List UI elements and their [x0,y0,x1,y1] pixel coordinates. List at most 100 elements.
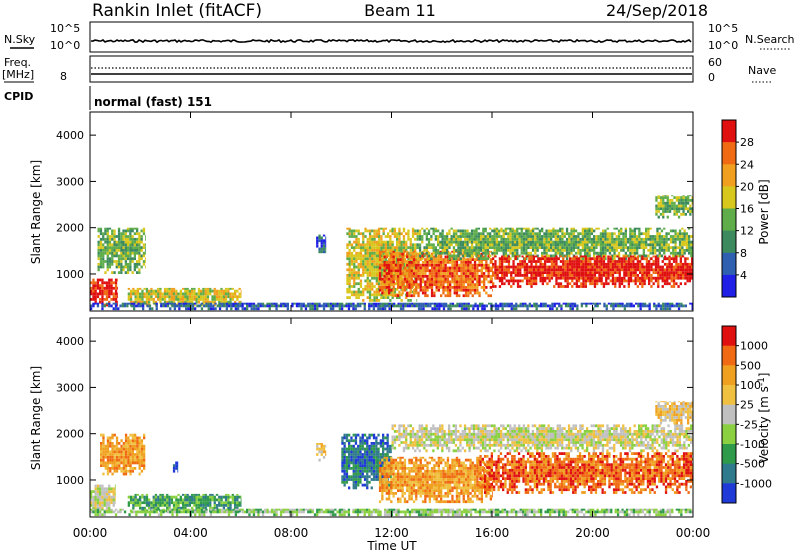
heatmap-cell [345,304,348,308]
heatmap-cell [193,289,196,293]
heatmap-cell [103,501,106,505]
heatmap-cell [620,279,624,283]
heatmap-cell [656,243,659,247]
heatmap-cell [688,246,691,249]
heatmap-cell [593,279,597,283]
heatmap-cell [620,276,624,280]
heatmap-cell [469,277,472,281]
heatmap-cell [114,304,118,308]
heatmap-cell [561,235,564,238]
heatmap-cell [636,265,639,269]
heatmap-cell [617,240,621,244]
heatmap-cell [636,255,639,258]
heatmap-cell [227,287,230,290]
heatmap-cell [390,250,393,253]
heatmap-cell [571,276,574,280]
heatmap-cell [426,263,429,267]
colorbar-segment [722,186,736,209]
heatmap-cell [129,469,132,473]
heatmap-cell [126,271,130,274]
heatmap-cell [426,286,429,289]
heatmap-cell [412,283,416,286]
heatmap-cell [375,254,378,258]
heatmap-cell [111,257,114,261]
heatmap-cell [136,227,139,230]
heatmap-cell [419,258,422,261]
heatmap-cell [446,291,450,295]
heatmap-cell [122,453,125,456]
heatmap-cell [498,260,502,263]
heatmap-cell [390,266,393,270]
heatmap-cell [659,274,662,277]
heatmap-cell [455,257,458,261]
heatmap-cell [568,246,571,249]
heatmap-cell [136,461,139,465]
heatmap-cell [509,257,512,261]
heatmap-cell [419,274,422,278]
heatmap-cell [670,274,673,277]
heatmap-cell [191,287,194,290]
heatmap-cell [572,243,575,247]
heatmap-cell [188,289,191,293]
heatmap-cell [127,455,130,459]
heatmap-cell [607,268,610,272]
heatmap-cell [599,249,603,252]
heatmap-cell [399,263,402,267]
heatmap-cell [681,251,684,255]
heatmap-cell [556,243,560,247]
heatmap-cell [129,472,132,476]
heatmap-cell [408,263,411,267]
heatmap-cell [385,261,388,264]
heatmap-cell [603,302,606,305]
heatmap-cell [658,243,661,247]
heatmap-cell [133,240,136,244]
heatmap-cell [594,304,597,308]
heatmap-cell [105,302,109,305]
heatmap-cell [641,304,644,308]
heatmap-cell [113,232,116,236]
heatmap-cell [482,229,485,233]
heatmap-cell [513,229,517,233]
heatmap-cell [140,444,144,448]
heatmap-cell [662,212,665,216]
heatmap-cell [554,249,557,252]
heatmap-cell [605,262,608,266]
heatmap-cell [599,254,603,258]
heatmap-cell [477,227,480,230]
heatmap-cell [94,490,97,493]
heatmap-cell [579,240,582,244]
heatmap-cell [473,266,477,270]
heatmap-cell [277,304,280,308]
heatmap-cell [415,274,418,278]
heatmap-cell [509,227,512,230]
heatmap-cell [676,232,679,236]
heatmap-cell [329,304,332,308]
heatmap-cell [584,268,587,272]
heatmap-cell [634,265,637,269]
heatmap-cell [650,257,653,261]
heatmap-cell [464,261,468,264]
heatmap-cell [540,302,543,305]
heatmap-cell [453,280,456,284]
heatmap-cell [511,227,514,230]
heatmap-cell [366,276,369,280]
heatmap-cell [525,249,528,252]
heatmap-cell [660,249,664,252]
heatmap-cell [552,246,555,249]
heatmap-cell [599,243,603,247]
heatmap-cell [109,436,112,440]
heatmap-cell [402,282,406,286]
heatmap-cell [279,302,283,305]
heatmap-cell [476,263,479,267]
heatmap-cell [110,495,113,499]
heatmap-cell [652,276,655,280]
heatmap-cell [136,298,139,301]
heatmap-cell [469,304,473,308]
heatmap-cell [195,300,198,304]
heatmap-cell [138,235,141,238]
heatmap-cell [114,501,116,505]
heatmap-cell [449,274,452,278]
heatmap-cell [507,240,510,244]
heatmap-cell [649,243,652,247]
heatmap-cell [406,261,409,264]
